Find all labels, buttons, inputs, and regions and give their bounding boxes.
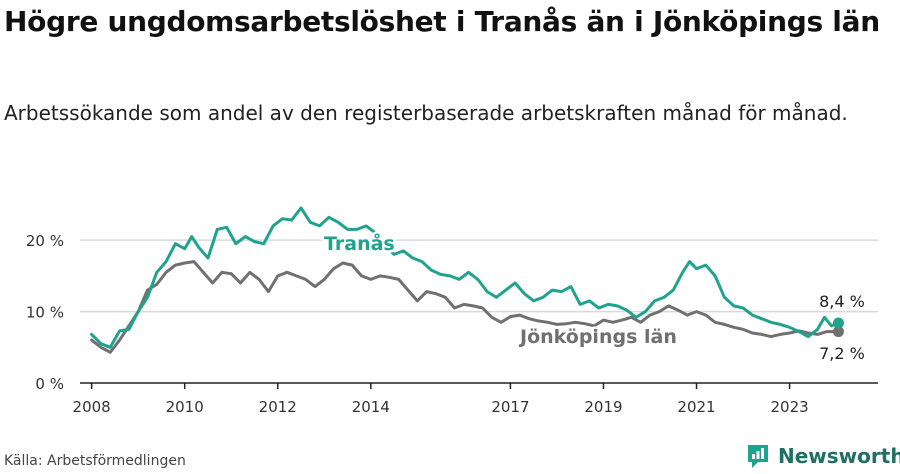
series-label-jonkopings-lan-halo: Jönköpings län (518, 326, 677, 348)
series-label-tranas-halo: Tranås (324, 231, 395, 255)
x-tick-label: 2014 (352, 398, 390, 416)
y-tick-label: 10 % (26, 304, 64, 322)
newsworthy-logo-icon (748, 445, 768, 468)
end-value-label-tranas: 8,4 % (819, 292, 865, 311)
series-end-marker-tranas (832, 317, 844, 329)
x-tick-label: 2021 (677, 398, 715, 416)
series-line-tranas (90, 206, 840, 349)
source-note: Källa: Arbetsförmedlingen (4, 453, 186, 469)
chart-title: Högre ungdomsarbetslöshet i Tranås än i … (4, 5, 880, 38)
chart-subtitle: Arbetssökande som andel av den registerb… (4, 101, 848, 125)
series-label-jonkopings-lan: Jönköpings län (518, 326, 677, 348)
brand-logo: Newsworthy (746, 442, 900, 470)
x-tick-label: 2017 (491, 398, 529, 416)
series-label-tranas: Tranås (324, 231, 395, 255)
x-tick-label: 2012 (259, 398, 297, 416)
series-end-marker-jonkopings-lan (832, 326, 844, 338)
x-tick-label: 2008 (73, 398, 111, 416)
x-tick-label: 2010 (166, 398, 204, 416)
y-tick-label: 0 % (35, 375, 64, 393)
brand-name: Newsworthy (778, 444, 900, 468)
y-tick-label: 20 % (26, 232, 64, 250)
end-value-label-jonkopings-lan: 7,2 % (819, 344, 865, 363)
x-tick-label: 2023 (770, 398, 808, 416)
x-tick-label: 2019 (584, 398, 622, 416)
series-line-jonkopings-lan (90, 260, 840, 354)
